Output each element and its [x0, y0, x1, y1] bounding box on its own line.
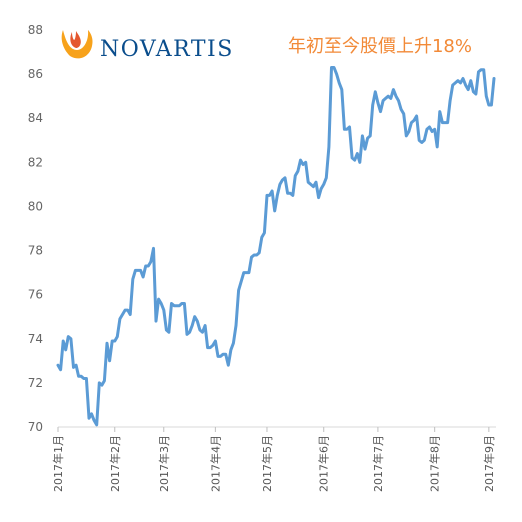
x-tick-label: 2017年7月 — [371, 435, 385, 492]
novartis-logo: NOVARTIS — [61, 30, 234, 62]
y-tick-label: 84 — [28, 111, 43, 125]
x-tick-label: 2017年5月 — [260, 435, 274, 492]
caption-prefix: 年初至今股價上升 — [288, 36, 432, 57]
novartis-flame-icon — [61, 30, 93, 59]
x-tick-label: 2017年3月 — [157, 435, 171, 492]
y-axis-ticks: 70 72 74 76 78 80 82 84 86 88 — [28, 23, 43, 434]
x-tick-label: 2017年1月 — [51, 435, 65, 492]
caption-percentage: 18% — [432, 36, 472, 57]
y-tick-label: 78 — [28, 244, 43, 258]
x-tick-label: 2017年2月 — [108, 435, 122, 492]
price-change-caption: 年初至今股價上升18% — [288, 36, 472, 57]
series-line — [56, 66, 496, 427]
y-tick-label: 82 — [28, 155, 43, 169]
y-tick-label: 86 — [28, 67, 43, 81]
x-tick-label: 2017年9月 — [482, 435, 496, 492]
y-tick-label: 74 — [28, 332, 43, 346]
y-tick-label: 72 — [28, 376, 43, 390]
y-tick-label: 88 — [28, 23, 43, 37]
brand-name: NOVARTIS — [100, 37, 234, 62]
x-axis-ticks: 2017年1月 2017年2月 2017年3月 2017年4月 2017年5月 2017年… — [51, 435, 496, 492]
y-tick-label: 80 — [28, 199, 43, 213]
y-tick-label: 70 — [28, 420, 43, 434]
x-tick-label: 2017年6月 — [317, 435, 331, 492]
x-axis-tick-marks — [57, 427, 490, 432]
y-tick-label: 76 — [28, 288, 43, 302]
x-tick-label: 2017年4月 — [208, 435, 222, 492]
x-tick-label: 2017年8月 — [428, 435, 442, 492]
